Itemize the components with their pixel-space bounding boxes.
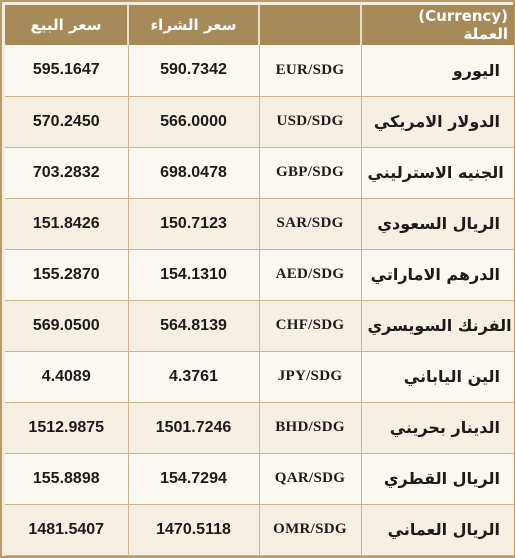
table-row: 4.4089 4.3761 JPY/SDG الين الياباني (5, 351, 514, 403)
sell-price-cell: 155.8898 (5, 453, 129, 505)
table-row: 151.8426 150.7123 SAR/SDG الريال السعودي (5, 198, 514, 250)
table-row: 570.2450 566.0000 USD/SDG الدولار الامري… (5, 96, 514, 148)
currency-pair-cell: QAR/SDG (259, 453, 362, 505)
buy-price-cell: 1470.5118 (128, 504, 260, 556)
buy-price-cell: 4.3761 (128, 351, 260, 403)
sell-price-cell: 4.4089 (5, 351, 129, 403)
exchange-rate-table: سعر البيع سعر الشراء (Currency) العملة 5… (5, 5, 514, 556)
header-currency-arabic: العملة (463, 25, 508, 43)
currency-name-cell: الدرهم الاماراتي (361, 249, 514, 301)
buy-price-cell: 564.8139 (128, 300, 260, 352)
currency-name-cell: الدولار الامريكي (361, 96, 514, 148)
buy-price-cell: 1501.7246 (128, 402, 260, 454)
buy-price-cell: 590.7342 (128, 45, 260, 97)
currency-pair-cell: GBP/SDG (259, 147, 362, 199)
sell-price-cell: 151.8426 (5, 198, 129, 250)
table-row: 1481.5407 1470.5118 OMR/SDG الريال العما… (5, 504, 514, 556)
currency-name-cell: الين الياباني (361, 351, 514, 403)
table-row: 595.1647 590.7342 EUR/SDG اليورو (5, 45, 514, 97)
table-row: 569.0500 564.8139 CHF/SDG الفرنك السويسر… (5, 300, 514, 352)
buy-price-cell: 150.7123 (128, 198, 260, 250)
currency-pair-cell: JPY/SDG (259, 351, 362, 403)
currency-pair-cell: SAR/SDG (259, 198, 362, 250)
currency-name-cell: الريال السعودي (361, 198, 514, 250)
currency-pair-cell: USD/SDG (259, 96, 362, 148)
currency-pair-cell: OMR/SDG (259, 504, 362, 556)
sell-price-cell: 569.0500 (5, 300, 129, 352)
currency-name-cell: الريال العماني (361, 504, 514, 556)
currency-name-cell: الدينار بحريني (361, 402, 514, 454)
sell-price-cell: 155.2870 (5, 249, 129, 301)
sell-price-cell: 1481.5407 (5, 504, 129, 556)
buy-price-cell: 566.0000 (128, 96, 260, 148)
currency-pair-cell: BHD/SDG (259, 402, 362, 454)
table-row: 155.8898 154.7294 QAR/SDG الريال القطري (5, 453, 514, 505)
table-row: 1512.9875 1501.7246 BHD/SDG الدينار بحري… (5, 402, 514, 454)
table-row: 703.2832 698.0478 GBP/SDG الجنيه الاسترل… (5, 147, 514, 199)
table-row: 155.2870 154.1310 AED/SDG الدرهم الامارا… (5, 249, 514, 301)
currency-name-cell: الريال القطري (361, 453, 514, 505)
currency-name-cell: الفرنك السويسري (361, 300, 514, 352)
currency-name-cell: الجنيه الاسترليني (361, 147, 514, 199)
header-currency: (Currency) العملة (361, 5, 514, 45)
header-code-blank (259, 5, 362, 45)
currency-pair-cell: AED/SDG (259, 249, 362, 301)
sell-price-cell: 703.2832 (5, 147, 129, 199)
buy-price-cell: 698.0478 (128, 147, 260, 199)
buy-price-cell: 154.7294 (128, 453, 260, 505)
header-sell-price: سعر البيع (5, 5, 129, 45)
header-currency-english: (Currency) (418, 7, 508, 25)
currency-pair-cell: CHF/SDG (259, 300, 362, 352)
sell-price-cell: 570.2450 (5, 96, 129, 148)
buy-price-cell: 154.1310 (128, 249, 260, 301)
header-buy-price: سعر الشراء (128, 5, 260, 45)
currency-name-cell: اليورو (361, 45, 514, 97)
sell-price-cell: 595.1647 (5, 45, 129, 97)
table-header-row: سعر البيع سعر الشراء (Currency) العملة (5, 5, 514, 45)
currency-pair-cell: EUR/SDG (259, 45, 362, 97)
sell-price-cell: 1512.9875 (5, 402, 129, 454)
